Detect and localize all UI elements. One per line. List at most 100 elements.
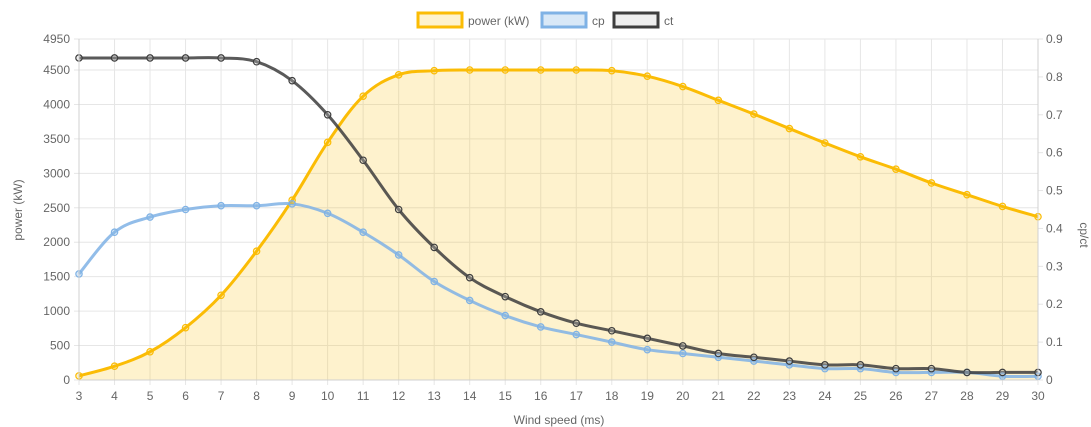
x-tick-label: 18 [605,389,619,403]
axes: 3 4 5 6 7 8 9 10 11 12 13 14 15 16 17 18 19 20 21 22 23 24 25 2… [43,32,1063,403]
data-point-ct [821,361,829,369]
series-lines [77,56,1039,379]
data-point-ct [359,156,367,165]
data-point-cp [501,311,510,320]
data-point-power-kw [892,165,900,174]
y-left-tick-label: 500 [50,339,70,353]
y-left-tick-label: 3500 [43,132,70,146]
data-point-power-kw [714,96,723,105]
x-tick-label: 8 [253,389,260,403]
y-right-tick-label: 0.8 [1046,70,1063,84]
data-point-ct [679,342,687,350]
data-point-cp [430,277,438,286]
data-point-power-kw [998,202,1007,211]
x-tick-label: 23 [783,389,797,403]
data-point-power-kw [501,66,510,74]
y-left-tick-label: 2000 [43,235,70,249]
data-point-ct [465,273,474,282]
data-point-cp [679,349,687,358]
data-point-ct [146,54,154,62]
data-point-cp [536,323,545,331]
series-points [75,54,1042,381]
legend-swatch-cp [540,11,588,29]
y-right-tick-label: 0.9 [1046,32,1063,46]
data-point-ct [892,364,900,373]
y-left-tick-label: 1000 [43,304,70,318]
x-tick-label: 21 [712,389,726,403]
data-point-power-kw [572,66,581,74]
data-point-power-kw [110,362,119,371]
legend-swatch-ct [612,11,660,29]
y-axis-left-title: power (kW) [11,179,25,240]
x-tick-label: 16 [534,389,548,403]
y-left-tick-label: 1500 [43,270,70,284]
legend-label-cp: cp [592,14,605,28]
data-point-cp [110,228,119,237]
x-tick-label: 14 [463,389,477,403]
data-point-cp [572,330,581,339]
data-point-cp [288,200,296,208]
data-point-power-kw [963,190,971,199]
data-point-ct [536,307,545,316]
data-point-cp [217,201,225,210]
legend-label-ct: ct [664,14,674,28]
x-tick-label: 20 [676,389,690,403]
data-point-power-kw [643,72,652,81]
data-point-power-kw [430,66,438,75]
data-point-cp [323,209,332,218]
data-point-ct [288,76,296,85]
data-point-ct [998,368,1007,377]
x-tick-label: 27 [925,389,939,403]
data-point-ct [714,349,723,358]
data-point-ct [181,54,190,62]
series-areas [79,69,1038,381]
data-point-cp [607,338,616,346]
data-point-power-kw [607,66,616,75]
data-point-power-kw [679,82,687,91]
series-line-cp [77,202,1039,379]
data-point-ct [394,205,403,214]
data-point-power-kw [785,124,794,133]
data-point-power-kw [181,323,190,332]
data-point-power-kw [536,66,545,74]
data-point-ct [750,353,758,362]
y-right-tick-label: 0.2 [1046,297,1063,311]
x-tick-label: 11 [357,389,370,403]
data-point-power-kw [927,179,936,187]
x-tick-label: 22 [747,389,761,403]
x-tick-label: 5 [147,389,154,403]
data-point-ct [643,334,652,343]
data-point-ct [572,319,581,327]
data-point-cp [146,213,154,221]
data-point-ct [785,357,794,365]
x-tick-label: 15 [499,389,513,403]
data-point-cp [252,201,261,210]
data-point-power-kw [750,110,758,118]
data-point-ct [252,57,261,66]
data-point-power-kw [821,139,829,147]
data-point-ct [501,292,510,301]
x-tick-label: 19 [641,389,655,403]
x-tick-label: 9 [289,389,296,403]
data-point-power-kw [465,66,474,74]
data-point-cp [465,296,474,305]
x-tick-label: 10 [321,389,335,403]
x-tick-label: 6 [182,389,189,403]
y-right-tick-label: 0.4 [1046,221,1063,235]
data-point-cp [181,205,190,214]
y-left-tick-label: 0 [63,373,70,387]
x-tick-label: 13 [428,389,442,403]
x-tick-label: 29 [996,389,1010,403]
x-tick-label: 26 [889,389,903,403]
y-axis-right-title: cp/ct [1077,222,1091,248]
y-left-tick-label: 3000 [43,166,70,180]
data-point-ct [110,54,119,62]
y-right-tick-label: 0.7 [1046,108,1063,122]
y-right-tick-label: 0 [1046,373,1053,387]
x-tick-label: 30 [1031,389,1045,403]
series-line-ct [79,56,1039,375]
legend-label-power-kw: power (kW) [468,14,529,28]
data-point-ct [607,326,616,335]
